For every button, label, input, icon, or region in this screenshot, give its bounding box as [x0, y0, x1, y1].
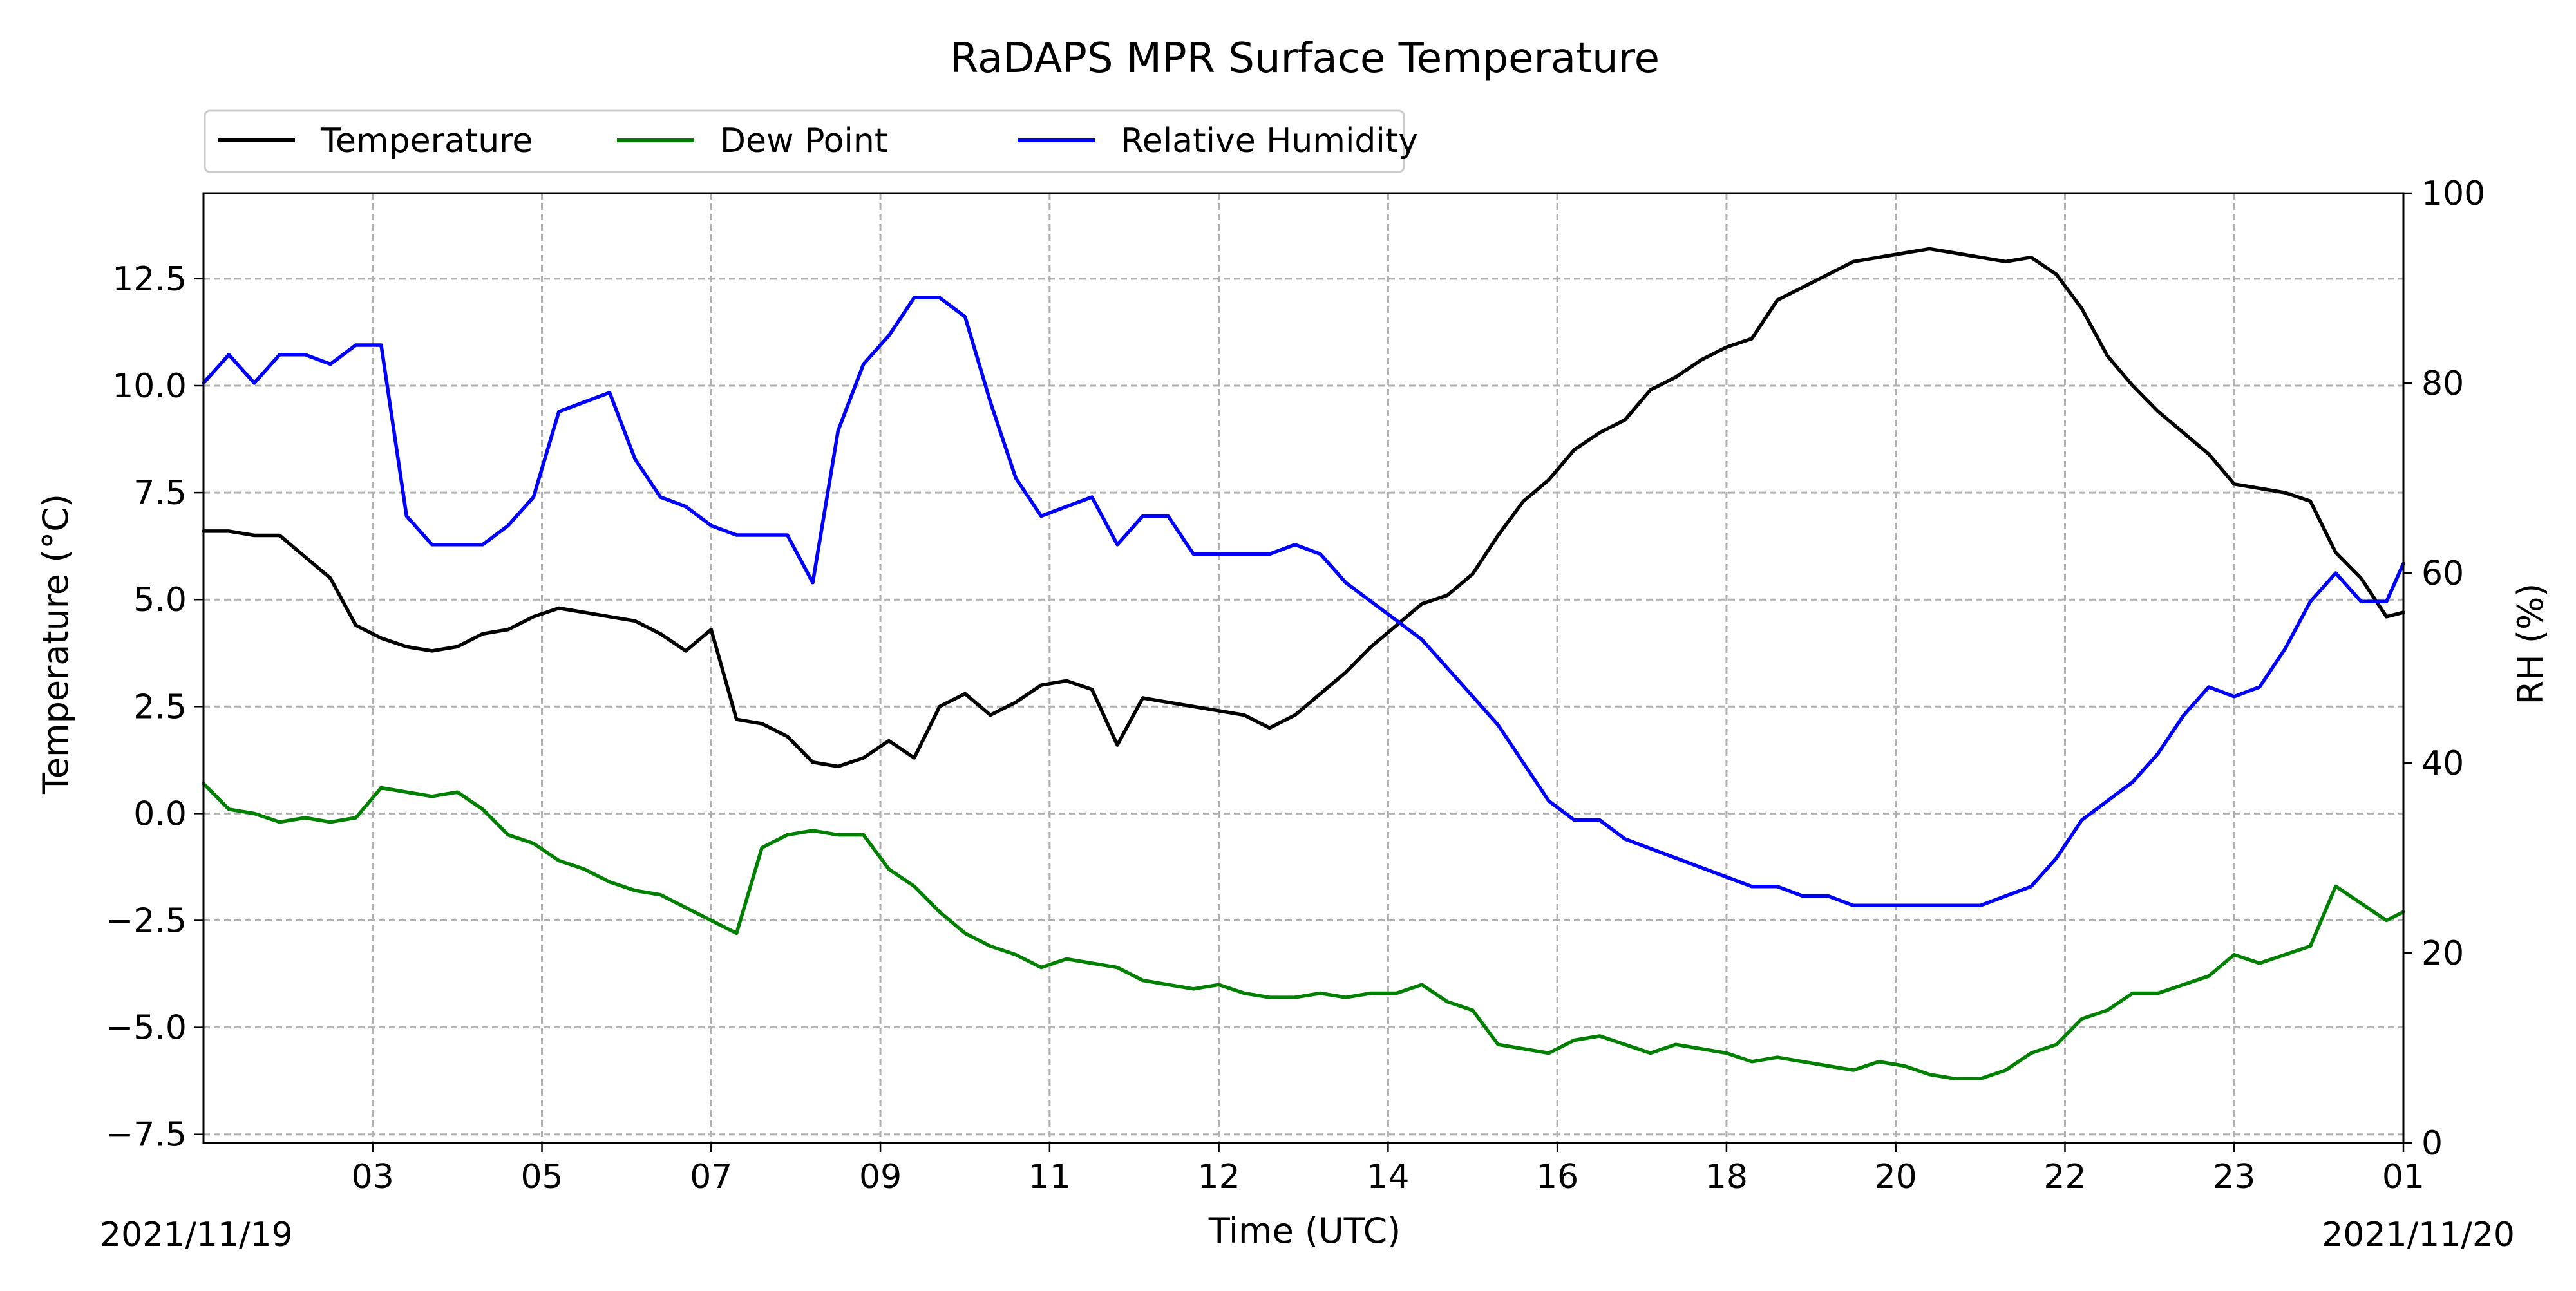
y-axis-ticks: 12.5 10.0 7.5 5.0 2.5 0.0 −2.5 −5.0 −7.5: [106, 260, 204, 1154]
y-tick-label: 2.5: [133, 688, 187, 726]
legend: Temperature Dew Point Relative Humidity: [204, 109, 1418, 173]
y2-axis-ticks: 100 80 60 40 20 0: [2403, 174, 2485, 1163]
series-lines: [202, 247, 2405, 1081]
x-axis-label: Time (UTC): [1208, 1211, 1401, 1251]
plot-frame: [202, 192, 2405, 1144]
chart-title: RaDAPS MPR Surface Temperature: [950, 35, 1660, 82]
legend-box: [204, 109, 1405, 173]
y2-tick-label: 0: [2421, 1124, 2443, 1163]
series-relative-humidity-line: [202, 296, 2405, 908]
y-tick-label: 5.0: [133, 581, 187, 619]
date-end-label: 2021/11/20: [2322, 1216, 2515, 1254]
x-tick-label: 05: [520, 1158, 563, 1196]
legend-temperature-label: Temperature: [320, 122, 533, 160]
x-tick-label: 16: [1536, 1158, 1578, 1196]
legend-dew-point-label: Dew Point: [720, 122, 887, 160]
y2-tick-label: 80: [2421, 364, 2464, 403]
y-tick-label: −5.0: [106, 1009, 187, 1048]
y-axis-label: Temperature (°C): [35, 494, 76, 795]
x-tick-label: 18: [1705, 1158, 1748, 1196]
y-tick-label: −7.5: [106, 1116, 187, 1154]
x-tick-label: 14: [1367, 1158, 1409, 1196]
date-start-label: 2021/11/19: [100, 1216, 293, 1254]
y-tick-label: 10.0: [112, 367, 187, 406]
x-tick-label: 12: [1198, 1158, 1240, 1196]
y2-axis-label: RH (%): [2510, 583, 2551, 705]
x-axis-ticks: 03 05 07 09 11 12 14 16 18 20 22 23 01: [352, 1143, 2425, 1196]
y-tick-label: 12.5: [112, 260, 187, 299]
x-tick-label: 23: [2213, 1158, 2255, 1196]
y2-tick-label: 40: [2421, 744, 2464, 783]
x-tick-label: 20: [1875, 1158, 1917, 1196]
legend-relative-humidity-label: Relative Humidity: [1121, 122, 1418, 160]
x-tick-label: 11: [1028, 1158, 1071, 1196]
y-tick-label: −2.5: [106, 902, 187, 941]
x-tick-label: 22: [2043, 1158, 2086, 1196]
y2-tick-label: 100: [2421, 174, 2485, 213]
y2-tick-label: 60: [2421, 554, 2464, 593]
x-tick-label: 03: [352, 1158, 394, 1196]
y2-tick-label: 20: [2421, 934, 2464, 973]
x-tick-label: 07: [690, 1158, 732, 1196]
x-tick-label: 09: [859, 1158, 902, 1196]
series-dew-point-line: [202, 782, 2405, 1081]
y-tick-label: 0.0: [133, 795, 187, 833]
series-temperature-line: [202, 247, 2405, 769]
y-tick-label: 7.5: [133, 474, 187, 513]
x-tick-label: 01: [2382, 1158, 2425, 1196]
